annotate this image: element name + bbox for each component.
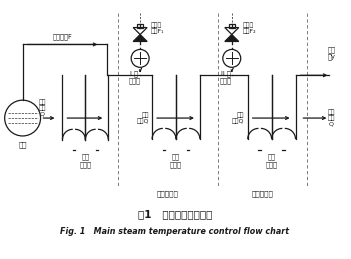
Text: I 级
减温器: I 级 减温器 <box>128 70 140 84</box>
Bar <box>137 24 143 27</box>
Text: 低温
过热器: 低温 过热器 <box>79 154 91 168</box>
Text: 二级控制段: 二级控制段 <box>252 191 273 197</box>
Text: 高温
过热器: 高温 过热器 <box>266 154 278 168</box>
Text: Fig. 1   Main steam temperature control flow chart: Fig. 1 Main steam temperature control fl… <box>60 227 290 236</box>
Text: 烟气
热量Q: 烟气 热量Q <box>137 112 149 124</box>
Text: 主汽
温y: 主汽 温y <box>327 47 336 60</box>
Text: II 级
减温器: II 级 减温器 <box>220 70 232 84</box>
Polygon shape <box>133 34 147 41</box>
Text: 烟气
热量Q: 烟气 热量Q <box>232 112 245 124</box>
Text: 减温水
流量F₂: 减温水 流量F₂ <box>243 23 256 34</box>
Text: 汽包: 汽包 <box>18 141 27 148</box>
Text: 屏式
过热器: 屏式 过热器 <box>170 154 182 168</box>
Text: 一级控制段: 一级控制段 <box>157 191 179 197</box>
Text: 蒸汽流量F: 蒸汽流量F <box>53 34 72 40</box>
Text: 减温水
流量F₁: 减温水 流量F₁ <box>151 23 165 34</box>
Text: 烟气
热量
Q: 烟气 热量 Q <box>327 110 335 127</box>
Text: 烟气
热量
Q: 烟气 热量 Q <box>39 100 46 117</box>
Polygon shape <box>225 34 239 41</box>
Bar <box>229 24 235 27</box>
Text: 图1   主汽温控制流程图: 图1 主汽温控制流程图 <box>138 210 212 220</box>
